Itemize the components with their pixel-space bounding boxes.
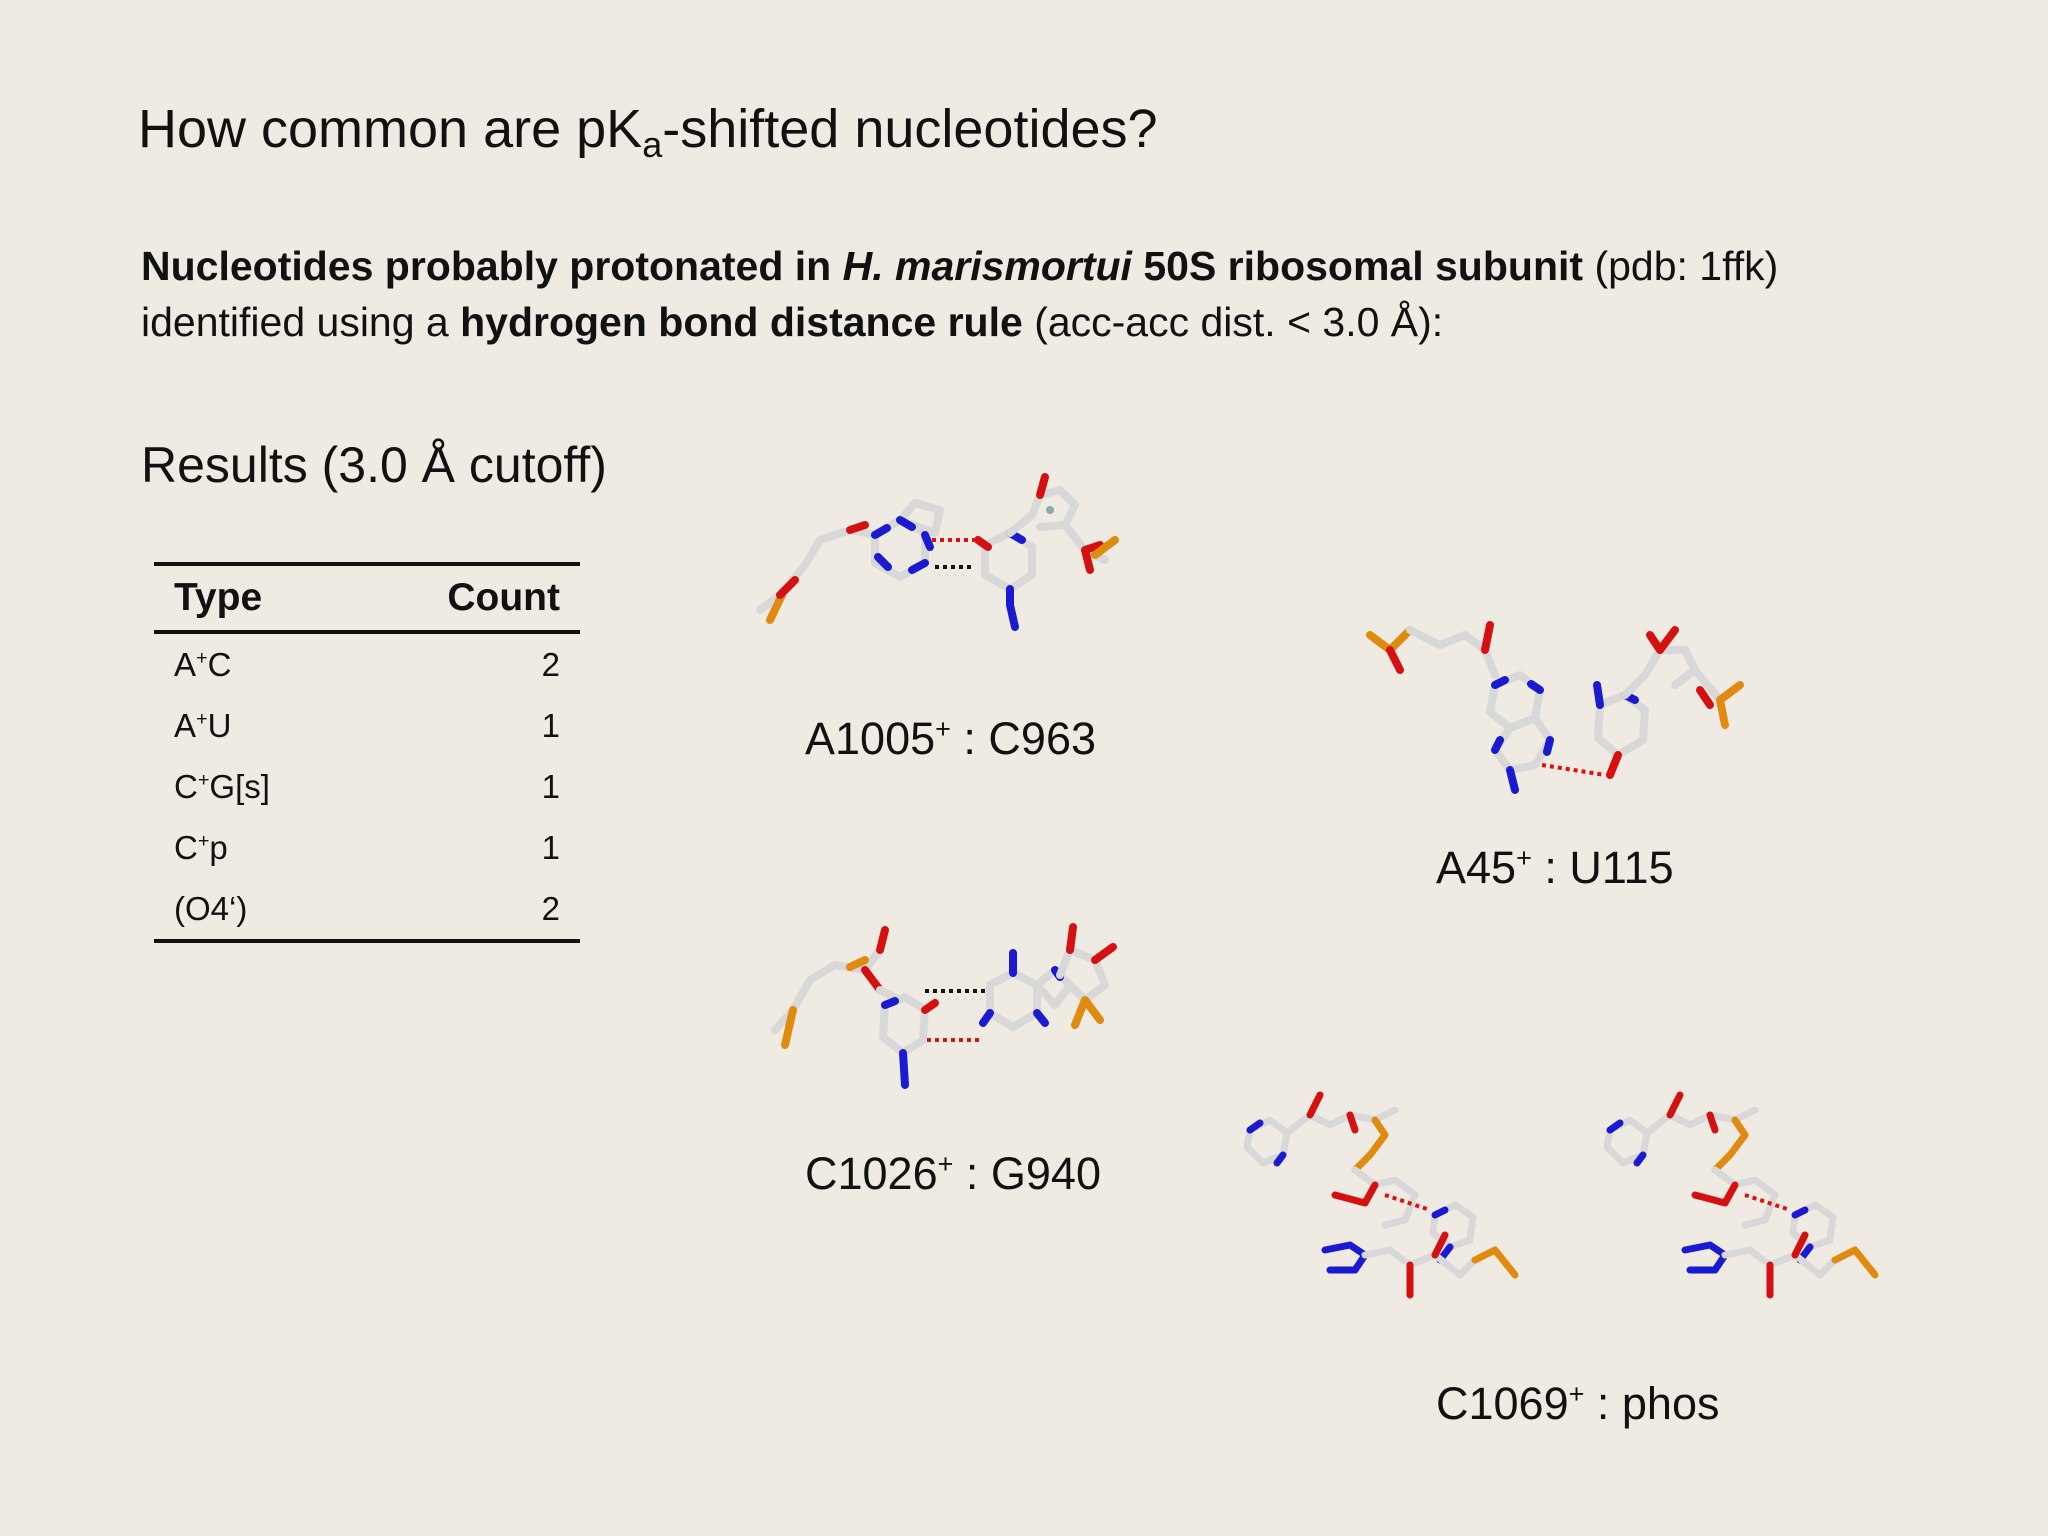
type-cell: (O4‘) <box>174 889 248 927</box>
slide-title: How common are pKa-shifted nucleotides? <box>138 99 1158 165</box>
molecule-image-c1026-g940 <box>771 923 1117 1089</box>
count-cell: 2 <box>541 889 560 927</box>
caption-c1069-phos: C1069+ : phos <box>1436 1378 1720 1429</box>
table-header-row: Type Count <box>154 564 580 632</box>
molecule-image-c1069-phos <box>1243 1091 1879 1299</box>
intro-text: Nucleotides probably protonated in H. ma… <box>141 243 1779 345</box>
column-header-count: Count <box>447 576 560 619</box>
type-cell: C+p <box>174 828 228 866</box>
table-row: A+U 1 <box>154 695 580 756</box>
caption-c1026-g940: C1026+ : G940 <box>805 1148 1101 1199</box>
table-row: A+C 2 <box>154 632 580 695</box>
table-row: C+G[s] 1 <box>154 756 580 817</box>
count-cell: 1 <box>541 767 560 805</box>
table-row: C+p 1 <box>154 817 580 878</box>
caption-a1005-c963: A1005+ : C963 <box>805 713 1096 764</box>
molecule-image-a45-u115 <box>1366 621 1744 794</box>
column-header-type: Type <box>174 576 263 619</box>
type-cell: C+G[s] <box>174 767 270 805</box>
type-cell: A+C <box>174 645 232 683</box>
caption-a45-u115: A45+ : U115 <box>1436 842 1674 893</box>
table-row: (O4‘) 2 <box>154 878 580 941</box>
molecule-image-a1005-c963 <box>756 473 1119 631</box>
results-table: Type Count A+C 2 A+U 1 C+G[s] 1 C+p 1 (O… <box>154 562 580 943</box>
type-cell: A+U <box>174 706 232 744</box>
results-heading: Results (3.0 Å cutoff) <box>141 437 607 493</box>
count-cell: 2 <box>541 645 560 683</box>
count-cell: 1 <box>541 828 560 866</box>
count-cell: 1 <box>541 706 560 744</box>
